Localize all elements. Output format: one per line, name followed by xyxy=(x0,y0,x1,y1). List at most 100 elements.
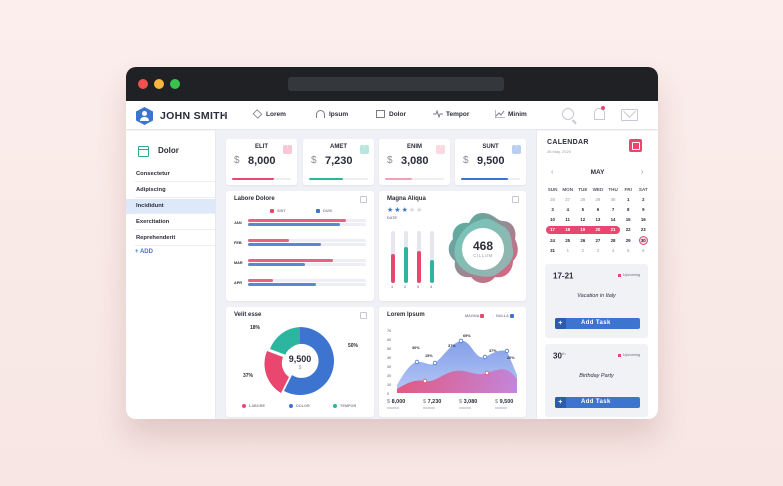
calendar-day[interactable]: 22 xyxy=(625,227,631,233)
calendar-day[interactable]: 30 xyxy=(640,237,646,243)
nav-item-dolor[interactable]: Dolor xyxy=(376,110,406,118)
stat-card-elit[interactable]: ELIT $ 8,000 xyxy=(226,139,297,185)
cube-icon xyxy=(252,109,263,119)
stat-progress xyxy=(232,178,291,180)
calendar-day[interactable]: 26 xyxy=(550,196,555,202)
stat-card-amet[interactable]: AMET $ 7,230 xyxy=(303,139,374,185)
calendar-day[interactable]: 28 xyxy=(580,196,586,202)
address-bar[interactable] xyxy=(288,77,504,91)
calendar-day[interactable]: 27 xyxy=(595,237,601,243)
chevron-left-icon[interactable]: ‹ xyxy=(551,169,554,176)
calendar-day[interactable]: 29 xyxy=(625,237,631,243)
donut-center-value: 9,500 xyxy=(288,354,312,364)
sidebar-item-reprehenderit[interactable]: Reprehenderit xyxy=(126,231,215,246)
bar-sint xyxy=(248,239,290,242)
calendar-day[interactable]: 31 xyxy=(550,247,555,253)
nav-item-lorem[interactable]: Lorem xyxy=(252,109,286,119)
menu-icon[interactable] xyxy=(360,196,367,203)
calendar-day[interactable]: 2 xyxy=(642,196,645,202)
star-icon[interactable]: ★ xyxy=(394,207,402,214)
pulse-icon xyxy=(433,110,443,118)
app-window: JOHN SMITH ▾ Lorem Ipsum Dolor Tempor Mi… xyxy=(126,67,658,419)
calendar-day[interactable]: 12 xyxy=(580,217,586,223)
sidebar-item-consectetur[interactable]: Consectetur xyxy=(126,167,215,182)
menu-icon[interactable] xyxy=(360,312,367,319)
close-window-button[interactable] xyxy=(138,79,148,89)
y-tick: 10 xyxy=(387,383,392,387)
calendar-day[interactable]: 4 xyxy=(566,206,569,212)
calendar-day[interactable]: 23 xyxy=(640,227,646,233)
star-icon[interactable]: ★ xyxy=(408,207,417,214)
star-icon[interactable]: ★ xyxy=(401,207,409,214)
calendar-day[interactable]: 6 xyxy=(596,206,600,212)
user-avatar-icon[interactable] xyxy=(136,107,153,125)
calendar-day[interactable]: 10 xyxy=(550,217,555,223)
stat-value: 8,000 xyxy=(248,155,276,167)
search-icon[interactable] xyxy=(562,108,574,120)
nav-item-ipsum[interactable]: Ipsum xyxy=(316,110,348,118)
user-name[interactable]: JOHN SMITH xyxy=(160,110,228,122)
calendar-day[interactable]: 19 xyxy=(580,227,586,233)
calendar-day[interactable]: 26 xyxy=(580,237,586,243)
bar-track xyxy=(430,231,434,283)
sidebar-item-adipiscing[interactable]: Adipiscing xyxy=(126,183,215,198)
sidebar-item-incididunt[interactable]: Incididunt xyxy=(126,199,215,214)
calendar-day[interactable]: 4 xyxy=(611,247,615,253)
star-icon[interactable]: ★ xyxy=(416,207,424,214)
mail-icon[interactable] xyxy=(621,109,638,121)
chevron-down-icon[interactable]: ▾ xyxy=(223,112,227,119)
donut-slice-labore xyxy=(264,351,289,393)
bar-label: 3 xyxy=(417,285,420,289)
calendar-day[interactable]: 5 xyxy=(626,247,630,253)
calendar-day[interactable]: 21 xyxy=(610,227,616,233)
star-icon[interactable]: ★ xyxy=(387,207,395,214)
calendar-day[interactable]: 27 xyxy=(565,196,571,202)
slice-label: 37% xyxy=(243,373,254,379)
minimize-window-button[interactable] xyxy=(154,79,164,89)
footer-divider xyxy=(423,407,435,409)
calendar-day[interactable]: 8 xyxy=(626,206,630,212)
calendar-day[interactable]: 3 xyxy=(596,247,600,253)
calendar-day[interactable]: 14 xyxy=(610,217,616,223)
nav-item-minim[interactable]: Minim xyxy=(495,110,527,118)
add-task-button[interactable]: + Add Task xyxy=(555,318,640,329)
calendar-day[interactable]: 1 xyxy=(626,196,630,202)
calendar-day[interactable]: 13 xyxy=(595,217,601,223)
calendar-day[interactable]: 5 xyxy=(581,206,585,212)
bar-label: 1 xyxy=(391,285,394,289)
calendar-day[interactable]: 7 xyxy=(611,206,615,212)
calendar-day[interactable]: 25 xyxy=(565,237,571,243)
calendar-day[interactable]: 17 xyxy=(550,227,555,233)
row-label: MAR xyxy=(234,261,243,265)
calendar-open-button[interactable] xyxy=(629,139,642,152)
add-task-button[interactable]: + Add Task xyxy=(555,397,640,408)
calendar-day[interactable]: 16 xyxy=(640,217,646,223)
calendar-day[interactable]: 9 xyxy=(642,206,645,212)
menu-icon[interactable] xyxy=(512,196,519,203)
y-tick: 50 xyxy=(387,347,392,351)
add-item-button[interactable]: + ADD xyxy=(135,249,153,255)
stat-card-sunt[interactable]: SUNT $ 9,500 xyxy=(455,139,526,185)
calendar-day[interactable]: 28 xyxy=(610,237,616,243)
weekday-label: SAT xyxy=(638,186,648,192)
calendar-day[interactable]: 6 xyxy=(642,247,645,253)
calendar-day[interactable]: 18 xyxy=(565,227,571,233)
calendar-day[interactable]: 24 xyxy=(550,237,555,243)
calendar-day[interactable]: 15 xyxy=(625,217,631,223)
maximize-window-button[interactable] xyxy=(170,79,180,89)
nav-item-tempor[interactable]: Tempor xyxy=(433,110,469,118)
calendar-day[interactable]: 29 xyxy=(595,196,601,202)
stat-value: 3,080 xyxy=(401,155,429,167)
calendar-day[interactable]: 11 xyxy=(565,217,571,223)
sidebar-item-exercitation[interactable]: Exercitation xyxy=(126,215,215,230)
calendar-day[interactable]: 30 xyxy=(610,196,616,202)
calendar-day[interactable]: 1 xyxy=(566,247,569,253)
calendar-day[interactable]: 20 xyxy=(595,227,601,233)
bell-icon[interactable] xyxy=(594,108,605,120)
stat-card-enim[interactable]: ENIM $ 3,080 xyxy=(379,139,450,185)
calendar-day[interactable]: 3 xyxy=(551,206,554,212)
task-date: 30th xyxy=(553,351,566,361)
calendar-day[interactable]: 2 xyxy=(581,247,585,253)
chevron-right-icon[interactable]: › xyxy=(641,169,644,176)
